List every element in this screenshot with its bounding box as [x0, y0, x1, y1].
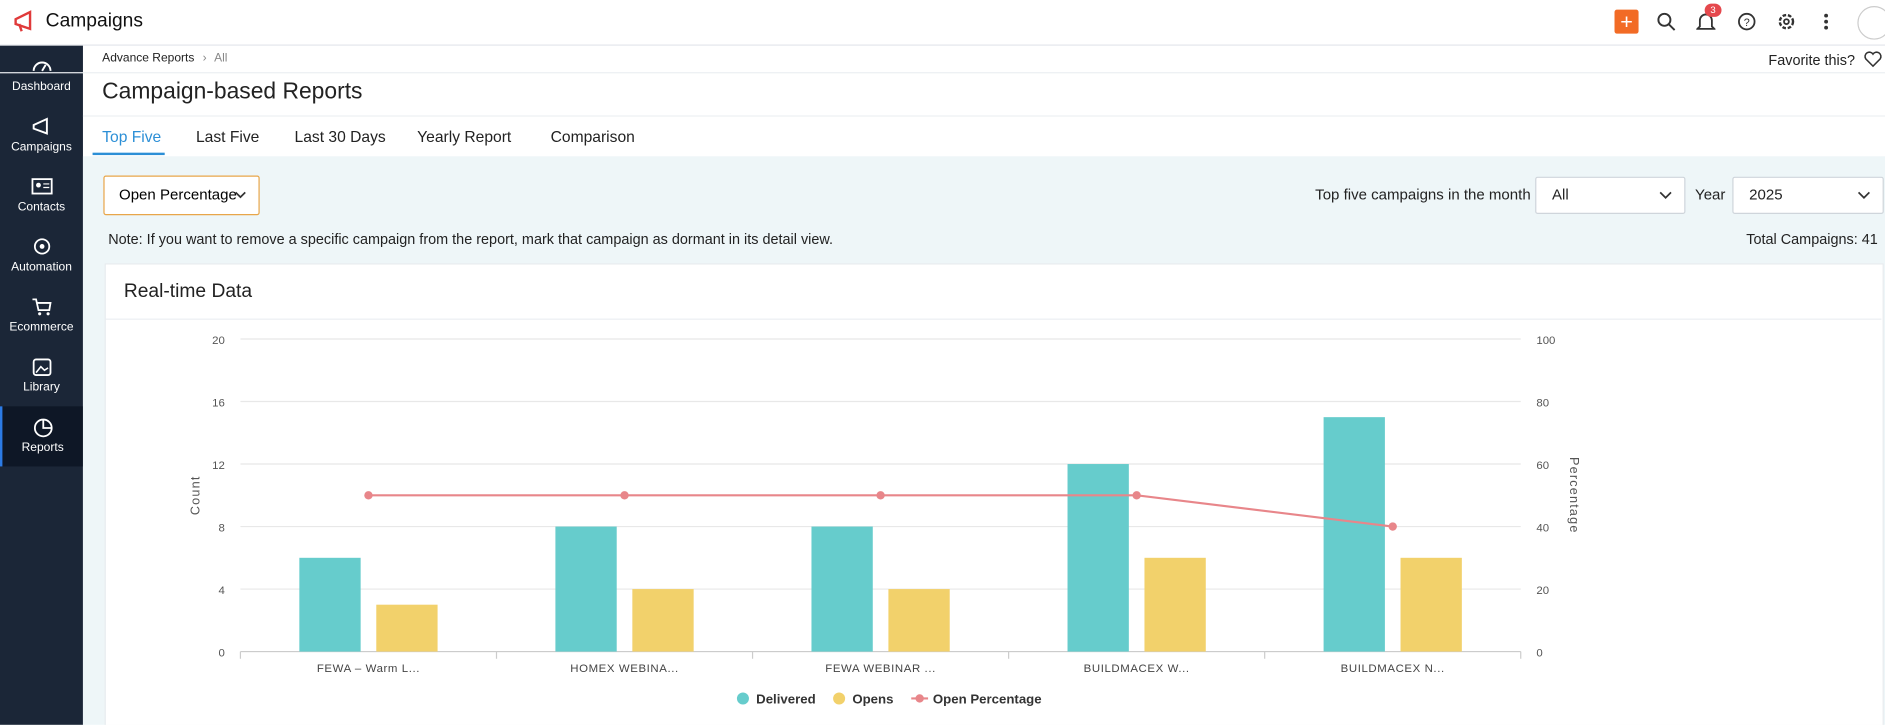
bar — [1067, 464, 1129, 652]
legend-label[interactable]: Delivered — [756, 691, 816, 706]
x-tick-label: BUILDMACEX W... — [1084, 663, 1190, 675]
bar — [555, 526, 617, 652]
y-axis-title: Count — [189, 475, 203, 515]
bar — [299, 557, 361, 652]
year-label: Year — [1695, 186, 1726, 204]
legend-swatch — [915, 694, 924, 703]
nav-label: Automation — [11, 260, 72, 275]
line-point — [364, 491, 373, 500]
nav-label: Dashboard — [12, 80, 71, 94]
notification-badge: 3 — [1704, 3, 1722, 17]
y2-axis-title: Percentage — [1567, 457, 1581, 534]
nav-label: Reports — [21, 441, 64, 455]
nav-item[interactable]: Campaigns — [0, 106, 83, 166]
year-select[interactable]: 2025 — [1732, 176, 1884, 214]
line — [368, 494, 1393, 528]
legend-swatch — [736, 692, 749, 705]
bar — [811, 526, 873, 652]
bar — [1400, 557, 1462, 652]
x-tick-label: FEWA WEBINAR ... — [825, 663, 936, 675]
nav-item[interactable]: Dashboard — [0, 46, 83, 106]
y2-tick-label: 60 — [1536, 460, 1549, 472]
bar — [1323, 417, 1385, 652]
month-select[interactable]: All — [1535, 176, 1686, 214]
metric-dropdown[interactable]: Open Percentage — [103, 175, 260, 216]
nav-item[interactable]: Ecommerce — [0, 286, 83, 346]
bar — [888, 589, 950, 652]
x-tick-label: HOMEX WEBINA... — [570, 663, 679, 675]
y-tick-label: 4 — [218, 585, 225, 597]
app-logo — [14, 10, 32, 32]
y2-tick-label: 100 — [1536, 335, 1555, 347]
month-label: Top five campaigns in the month of — [1315, 186, 1548, 204]
line-point — [1388, 522, 1397, 531]
favorite-icon[interactable] — [1863, 50, 1882, 68]
legend-label[interactable]: Open Percentage — [933, 691, 1042, 706]
svg-text:?: ? — [1744, 17, 1750, 29]
line-point — [876, 491, 885, 500]
tab[interactable]: Comparison — [550, 127, 635, 146]
breadcrumb-parent[interactable]: Advance Reports — [102, 51, 195, 65]
bar — [632, 589, 694, 652]
y-tick-label: 16 — [212, 397, 225, 409]
nav-item[interactable]: Library — [0, 346, 83, 406]
line-point — [620, 491, 629, 500]
nav-label: Ecommerce — [9, 320, 74, 335]
nav-label: Contacts — [17, 200, 66, 214]
x-tick-label: FEWA – Warm L... — [317, 663, 420, 675]
tab-underline — [92, 152, 165, 156]
y2-tick-label: 80 — [1536, 397, 1549, 409]
chart-title: Real-time Data — [123, 281, 253, 302]
search-icon[interactable] — [1657, 12, 1676, 31]
nav-item[interactable]: Automation — [0, 226, 83, 286]
add-button[interactable]: + — [1614, 9, 1639, 34]
line-point — [1132, 491, 1141, 500]
help-icon[interactable]: ? — [1737, 12, 1756, 31]
bar — [1144, 557, 1206, 652]
breadcrumb: Advance Reports › All — [102, 51, 228, 65]
y-tick-label: 0 — [218, 647, 224, 659]
tab[interactable]: Last 30 Days — [294, 127, 386, 146]
bar — [376, 604, 438, 652]
breadcrumb-current: All — [214, 51, 228, 65]
note: Note: If you want to remove a specific c… — [108, 230, 834, 248]
avatar[interactable] — [1857, 6, 1885, 40]
nav-label: Campaigns — [11, 140, 72, 154]
nav-item[interactable]: Reports — [0, 406, 83, 467]
y2-tick-label: 40 — [1536, 522, 1549, 534]
year-value: 2025 — [1749, 186, 1783, 204]
legend-label[interactable]: Opens — [852, 691, 893, 706]
sidebar: Dashboard Campaigns Contacts Automation Ecom… — [0, 45, 83, 725]
settings-icon[interactable] — [1777, 12, 1796, 31]
x-tick-label: BUILDMACEX N... — [1341, 663, 1445, 675]
app-title: Campaigns — [45, 10, 143, 32]
metric-value: Open Percentage — [119, 186, 237, 204]
y-tick-label: 8 — [218, 522, 224, 534]
y2-tick-label: 20 — [1536, 585, 1549, 597]
y-tick-label: 12 — [212, 460, 225, 472]
y2-tick-label: 0 — [1536, 647, 1542, 659]
favorite-label[interactable]: Favorite this? — [1768, 51, 1855, 69]
tab[interactable]: Top Five — [102, 127, 162, 146]
nav-label: Library — [23, 381, 60, 395]
y-tick-label: 20 — [212, 335, 225, 347]
legend-swatch — [833, 692, 846, 705]
tab[interactable]: Last Five — [195, 127, 260, 146]
nav-item[interactable]: Contacts — [0, 166, 83, 226]
tab[interactable]: Yearly Report — [417, 127, 512, 146]
total-campaigns: Total Campaigns: 41 — [1746, 230, 1878, 248]
page-title: Campaign-based Reports — [102, 79, 363, 105]
more-icon[interactable] — [1820, 12, 1832, 31]
top-bar: Campaigns + 3 ? — [0, 0, 1885, 46]
month-value: All — [1552, 186, 1569, 204]
